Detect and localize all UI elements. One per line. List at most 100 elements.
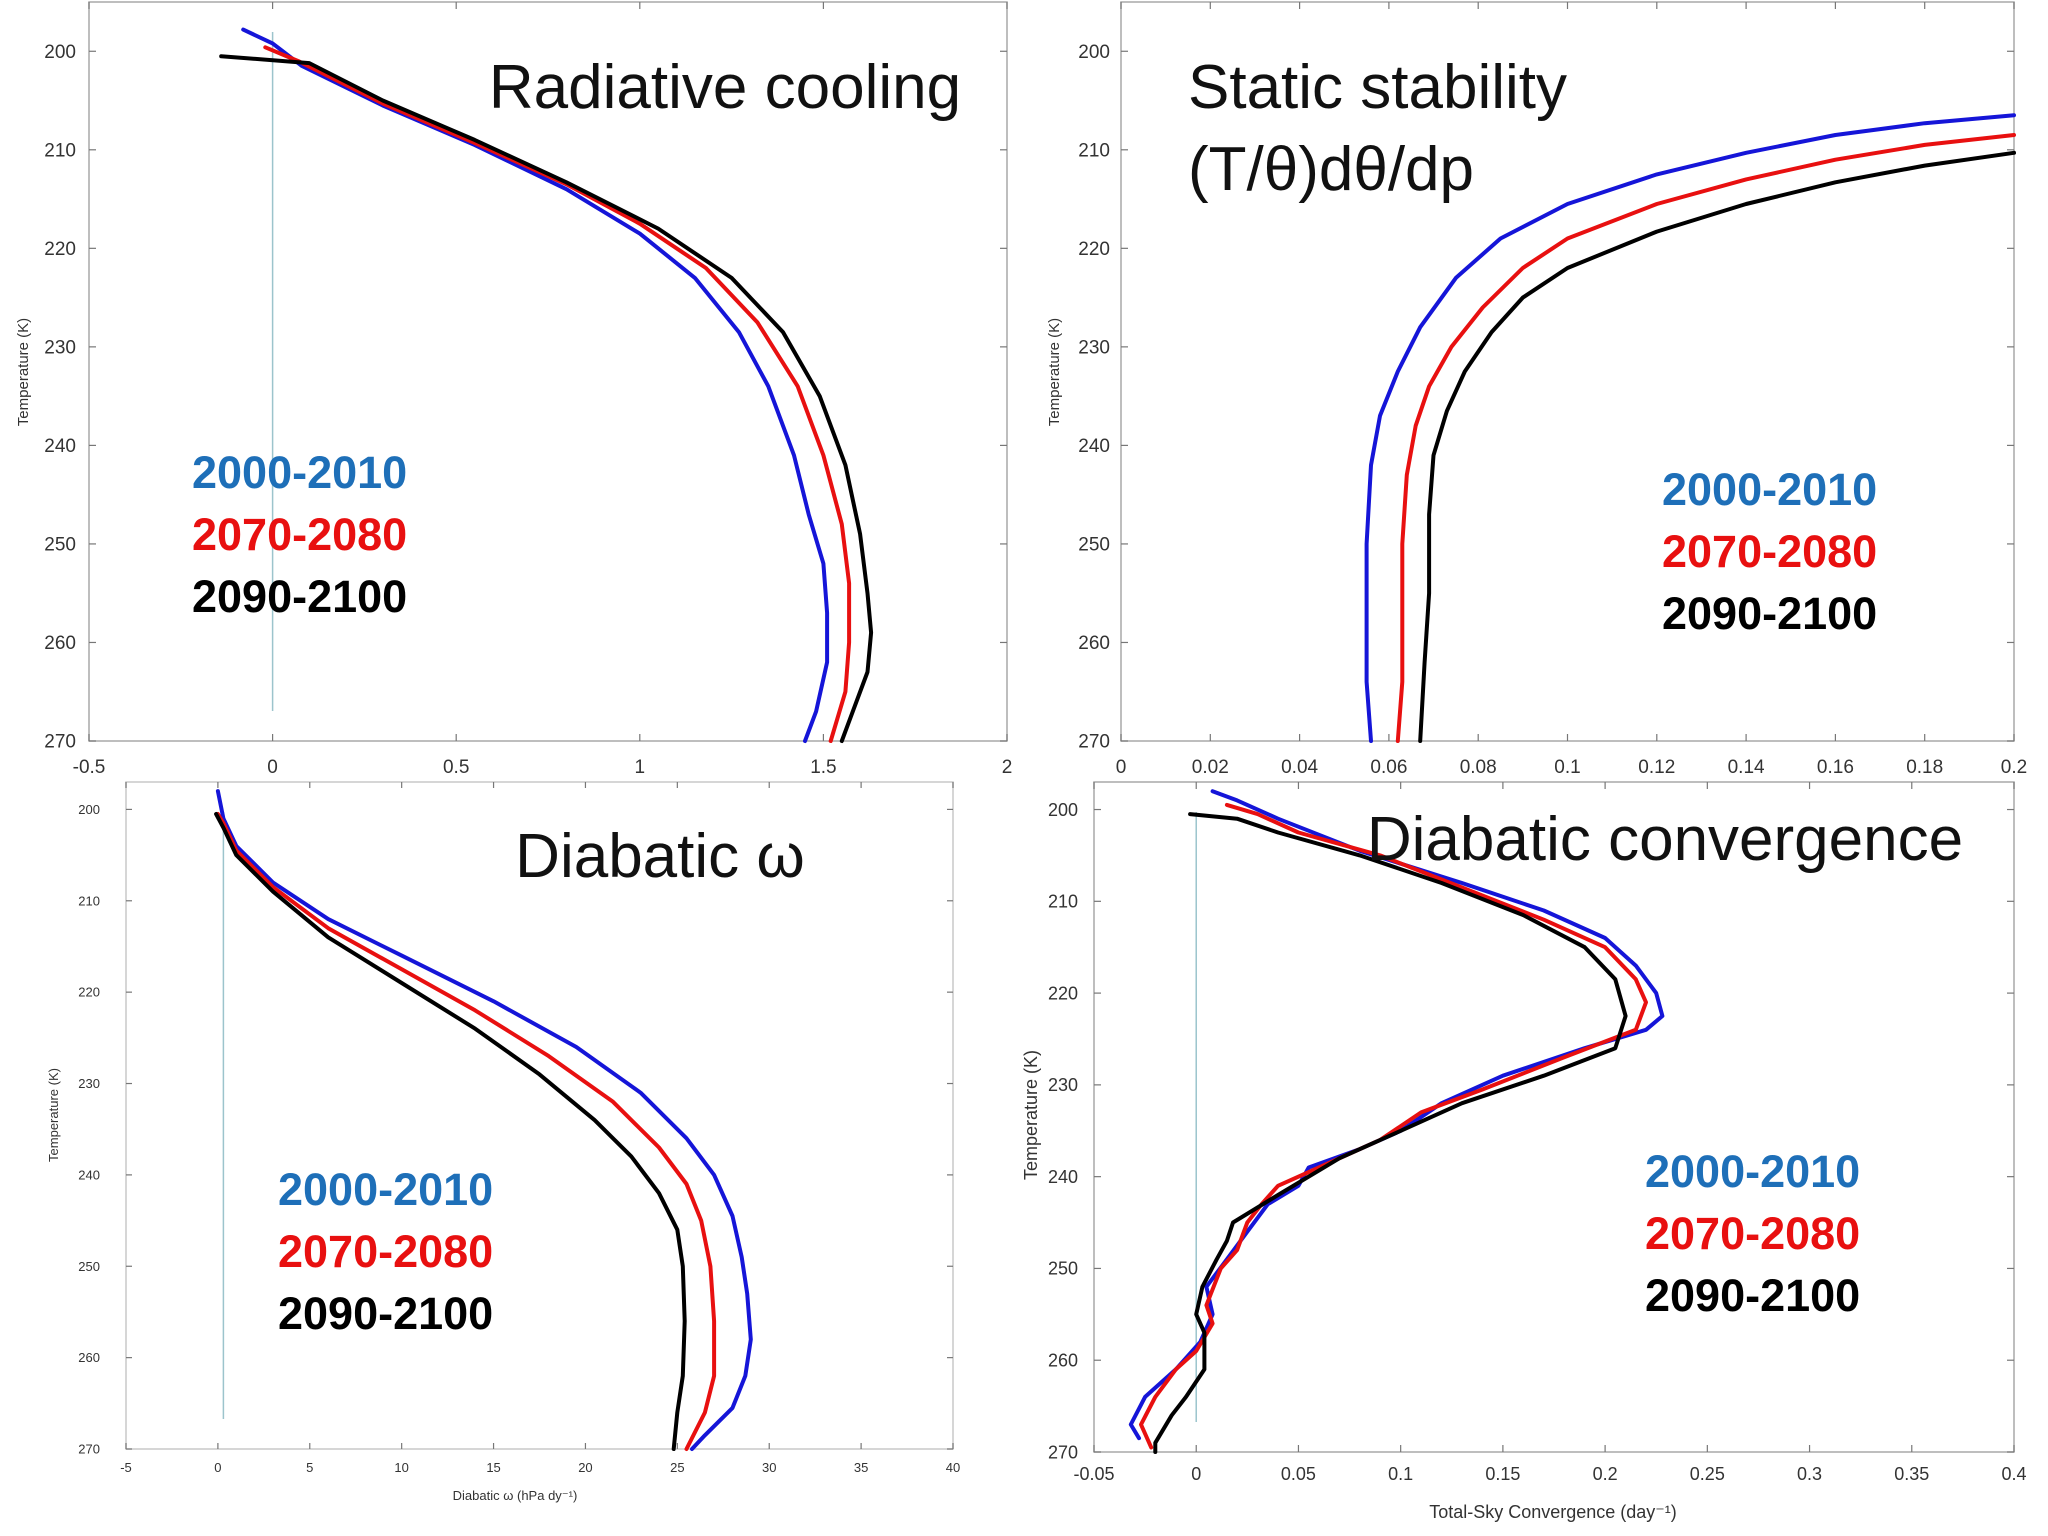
panel-title-line: Static stability: [1188, 53, 1567, 122]
series-line-2090-2100: [214, 812, 687, 1451]
x-axis-label: Diabatic ω (hPa dy⁻¹): [453, 1488, 578, 1503]
y-tick-label: 260: [78, 1350, 100, 1365]
plot-frame: [1120, 1, 2015, 742]
plot-frame: [1093, 781, 2015, 1453]
x-tick-label: 30: [762, 1460, 776, 1475]
y-tick-label: 210: [78, 893, 100, 908]
y-axis-label: Temperature (K): [15, 318, 32, 426]
x-tick-label: 0.1: [1388, 1464, 1413, 1484]
series-line-2090-2100: [1418, 150, 2016, 743]
legend-entry: 2090-2100: [1645, 1270, 1860, 1321]
panel-radiative: 200 210 220 230 240 250 260 270 -0.5 0 0.5 1 1.5 2 Tem…: [15, 1, 1013, 778]
series-line-2090-2100: [219, 54, 874, 743]
x-tick-label: -0.5: [73, 757, 106, 778]
y-tick-label: 200: [44, 42, 76, 63]
y-tick-label: 230: [1048, 1075, 1078, 1095]
legend-entry: 2000-2010: [1645, 1146, 1860, 1197]
legend-entry: 2070-2080: [192, 509, 407, 560]
panel-title-line: Diabatic ω: [515, 822, 805, 891]
legend-entry: 2000-2010: [1662, 464, 1877, 515]
y-tick-label: 240: [1078, 436, 1110, 457]
x-tick-label: 0: [1116, 757, 1127, 778]
series-line-2070-2080: [263, 45, 852, 743]
legend-entry: 2070-2080: [1645, 1208, 1860, 1259]
legend-entry: 2090-2100: [1662, 588, 1877, 639]
x-tick-label: 40: [946, 1460, 960, 1475]
y-tick-label: 200: [1048, 800, 1078, 820]
y-tick-label: 220: [1078, 239, 1110, 260]
x-tick-label: 15: [486, 1460, 500, 1475]
x-tick-label: 0.14: [1728, 757, 1765, 778]
y-tick-label: 240: [1048, 1167, 1078, 1187]
x-tick-label: 0.3: [1797, 1464, 1822, 1484]
x-tick-label: 0.12: [1638, 757, 1675, 778]
y-tick-label: 210: [44, 140, 76, 161]
x-tick-label: 1: [635, 757, 646, 778]
x-tick-label: 0: [267, 757, 278, 778]
x-tick-label: 0.04: [1281, 757, 1318, 778]
legend-entry: 2000-2010: [278, 1164, 493, 1215]
x-tick-label: 0.25: [1690, 1464, 1725, 1484]
y-tick-label: 200: [1078, 42, 1110, 63]
panel-stability: 200 210 220 230 240 250 260 270 0 0.02 0.04 0.06 0.0…: [1046, 1, 2027, 778]
x-tick-label: 0.4: [2001, 1464, 2026, 1484]
y-tick-label: 230: [44, 338, 76, 359]
panel-title-line: Diabatic convergence: [1367, 805, 1963, 874]
plot-frame: [88, 1, 1008, 742]
y-tick-label: 240: [78, 1167, 100, 1182]
y-axis-label: Temperature (K): [1046, 318, 1063, 426]
x-tick-label: 0.08: [1460, 757, 1497, 778]
y-tick-label: 260: [1048, 1351, 1078, 1371]
series-line-2090-2100: [1153, 812, 1628, 1454]
y-tick-label: 270: [1048, 1442, 1078, 1462]
y-tick-label: 210: [1048, 892, 1078, 912]
legend-entry: 2070-2080: [278, 1226, 493, 1277]
x-tick-label: -0.05: [1073, 1464, 1114, 1484]
x-tick-label: 2: [1002, 757, 1013, 778]
x-tick-label: 0.35: [1894, 1464, 1929, 1484]
series-line-2000-2010: [1128, 789, 1665, 1441]
plot-frame: [125, 781, 954, 1450]
x-tick-label: 0.2: [2001, 757, 2027, 778]
y-tick-label: 210: [1078, 140, 1110, 161]
x-tick-label: 0: [1191, 1464, 1201, 1484]
y-tick-label: 240: [44, 436, 76, 457]
y-axis-label: Temperature (K): [1021, 1050, 1041, 1180]
panel-title-line: (T/θ)dθ/dp: [1188, 135, 1474, 204]
legend-entry: 2070-2080: [1662, 526, 1877, 577]
x-tick-label: 20: [578, 1460, 592, 1475]
panel-title: Static stability (T/θ)dθ/dp: [1188, 53, 1567, 204]
x-tick-label: 1.5: [810, 757, 836, 778]
x-axis-label: Total-Sky Convergence (day⁻¹): [1429, 1502, 1677, 1522]
x-tick-label: 0.5: [443, 757, 469, 778]
x-tick-label: 0.18: [1906, 757, 1943, 778]
series-line-2000-2010: [241, 27, 830, 743]
y-axis-label: Temperature (K): [46, 1068, 61, 1162]
x-tick-label: 0: [214, 1460, 221, 1475]
x-tick-label: -5: [120, 1460, 132, 1475]
legend-entry: 2000-2010: [192, 447, 407, 498]
series-line-2070-2080: [1395, 133, 2016, 743]
panel-title: Diabatic convergence: [1367, 805, 1963, 874]
y-tick-label: 200: [78, 802, 100, 817]
x-tick-label: 0.02: [1192, 757, 1229, 778]
x-tick-label: 35: [854, 1460, 868, 1475]
series-line-2000-2010: [215, 789, 753, 1451]
x-tick-label: 5: [306, 1460, 313, 1475]
y-tick-label: 270: [44, 732, 76, 753]
y-tick-label: 260: [1078, 633, 1110, 654]
y-tick-label: 220: [78, 985, 100, 1000]
y-tick-label: 250: [1048, 1259, 1078, 1279]
panel-title: Radiative cooling: [489, 53, 961, 122]
x-tick-label: 0.1: [1554, 757, 1580, 778]
y-tick-label: 230: [1078, 338, 1110, 359]
legend-entry: 2090-2100: [192, 571, 407, 622]
panel-omega: 200 210 220 230 240 250 260 270 -5 0 5 10 15 20 25 30 35…: [46, 781, 960, 1503]
y-tick-label: 220: [44, 239, 76, 260]
y-tick-label: 260: [44, 633, 76, 654]
y-tick-label: 250: [1078, 535, 1110, 556]
panel-title: Diabatic ω: [515, 822, 805, 891]
series-line-2000-2010: [1364, 113, 2016, 743]
y-tick-label: 270: [78, 1442, 100, 1457]
